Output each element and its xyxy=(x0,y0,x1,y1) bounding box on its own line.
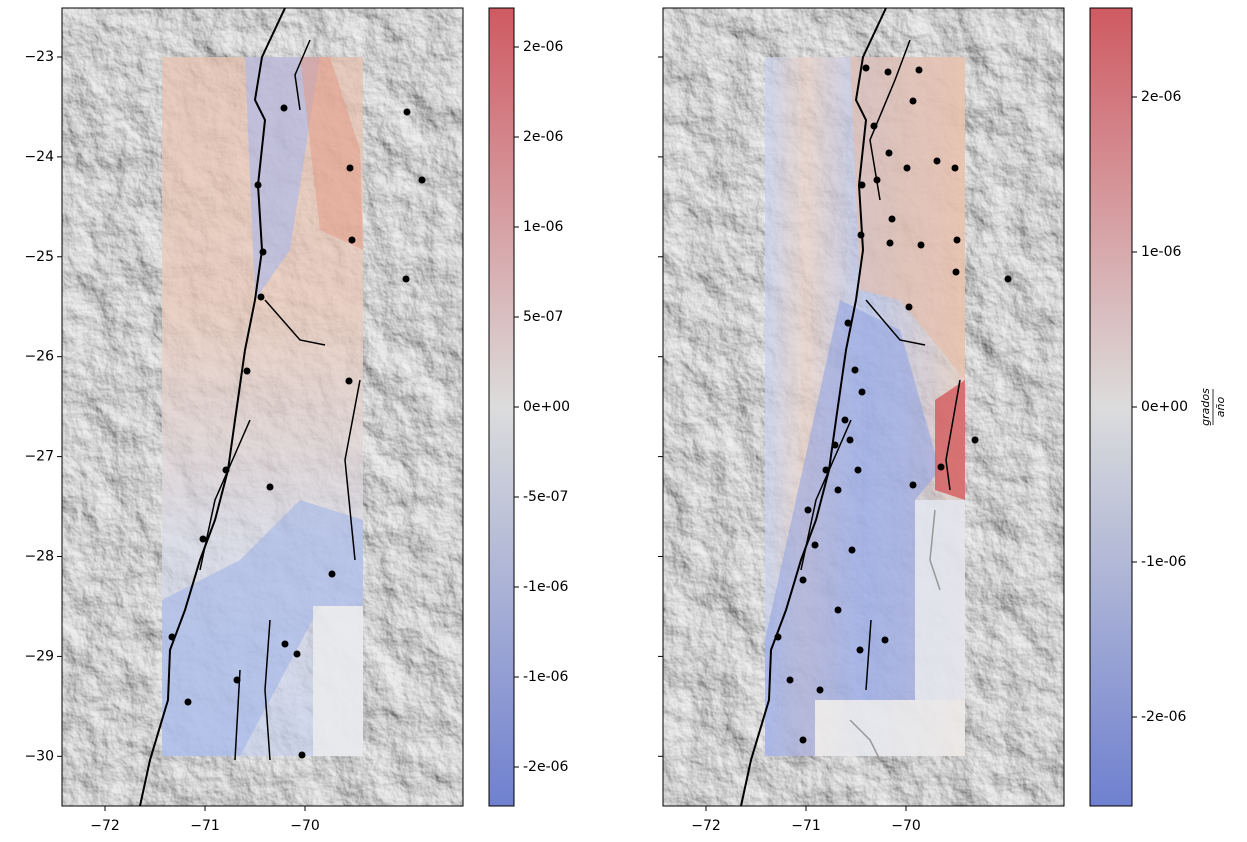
x-tick-label: −71 xyxy=(190,818,220,834)
colorbar-tick-label: 2e-06 xyxy=(1141,89,1181,105)
y-tick-label: −26 xyxy=(24,349,54,365)
y-tick-label: −30 xyxy=(24,748,54,764)
field-patch xyxy=(815,700,965,756)
y-tick-label: −23 xyxy=(24,49,54,65)
colorbar-tick-label: 0e+00 xyxy=(1141,399,1188,415)
colorbar-tick-label: 2e-06 xyxy=(523,129,563,145)
y-tick-label: −29 xyxy=(24,648,54,664)
colorbar-tick-label: 0e+00 xyxy=(523,399,570,415)
label-numerator: grados xyxy=(1199,388,1212,426)
label-denominator: año xyxy=(1214,397,1227,418)
colorbar-tick-label: -1e-06 xyxy=(523,669,569,685)
y-tick-label: −28 xyxy=(24,549,54,565)
y-tick-label: −24 xyxy=(24,149,54,165)
colorbar-tick-label: 5e-07 xyxy=(523,309,563,325)
colorbar-right: 2e-06 1e-06 0e+00 -1e-06 -2e-06 xyxy=(1132,89,1188,725)
colorbar-tick-label: -1e-06 xyxy=(1141,554,1187,570)
x-tick-label: −72 xyxy=(691,818,721,834)
colorbar-tick-label: 2e-06 xyxy=(523,39,563,55)
colorbar-tick-label: 1e-06 xyxy=(523,219,563,235)
colorbar xyxy=(489,8,514,806)
figure: −72−71−70−23−24−25−26−27−28−29−30 2e-062… xyxy=(0,0,1247,838)
x-tick-label: −72 xyxy=(90,818,120,834)
map-right xyxy=(663,8,1064,806)
y-tick-label: −25 xyxy=(24,249,54,265)
field-patch xyxy=(313,606,363,756)
x-tick-label: −70 xyxy=(290,818,320,834)
map-left xyxy=(62,8,463,806)
colorbar xyxy=(1090,8,1132,806)
x-tick-label: −71 xyxy=(791,818,821,834)
colorbar-tick-label: 1e-06 xyxy=(1141,244,1181,260)
x-tick-label: −70 xyxy=(891,818,921,834)
colorbar-label: grados año xyxy=(1199,388,1227,426)
colorbar-tick-label: -5e-07 xyxy=(523,489,568,505)
y-tick-label: −27 xyxy=(24,449,54,465)
field-patch xyxy=(915,500,965,700)
colorbar-tick-label: -1e-06 xyxy=(523,579,569,595)
colorbar-tick-label: -2e-06 xyxy=(1141,709,1187,725)
colorbar-left: 2e-06 2e-06 1e-06 5e-07 0e+00 -5e-07 -1e-06 -1e… xyxy=(514,39,570,775)
colorbar-tick-label: -2e-06 xyxy=(523,759,569,775)
